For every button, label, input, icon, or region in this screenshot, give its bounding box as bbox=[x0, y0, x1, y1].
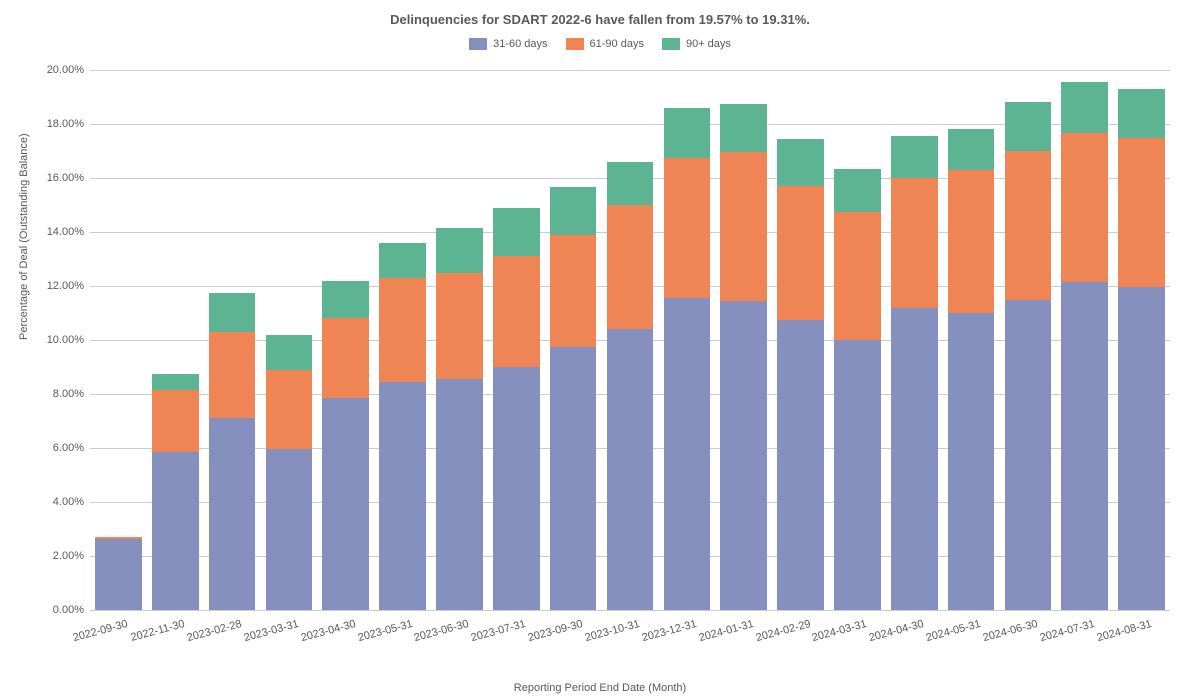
bar-segment bbox=[1005, 102, 1052, 151]
bar-segment bbox=[664, 108, 711, 158]
legend-swatch bbox=[469, 38, 487, 50]
bar-segment bbox=[436, 228, 483, 273]
y-tick-label: 4.00% bbox=[53, 496, 84, 508]
gridline bbox=[90, 610, 1170, 611]
bar-segment bbox=[379, 278, 426, 382]
bar-segment bbox=[1061, 282, 1108, 610]
bar-segment bbox=[1118, 287, 1165, 610]
bar-segment bbox=[493, 367, 540, 610]
bar-segment bbox=[1005, 151, 1052, 300]
y-tick-label: 16.00% bbox=[47, 172, 84, 184]
x-axis-label: Reporting Period End Date (Month) bbox=[0, 682, 1200, 694]
y-tick-label: 0.00% bbox=[53, 604, 84, 616]
plot-area bbox=[90, 70, 1170, 610]
bar-segment bbox=[777, 320, 824, 610]
y-tick-label: 20.00% bbox=[47, 64, 84, 76]
y-tick-label: 12.00% bbox=[47, 280, 84, 292]
bar-segment bbox=[550, 347, 597, 610]
bar-segment bbox=[493, 256, 540, 367]
bar-segment bbox=[1061, 133, 1108, 282]
bar-segment bbox=[948, 313, 995, 610]
bar-segment bbox=[322, 398, 369, 610]
bar-segment bbox=[152, 374, 199, 390]
bar-segment bbox=[607, 329, 654, 610]
y-tick-label: 10.00% bbox=[47, 334, 84, 346]
bar-segment bbox=[209, 418, 256, 610]
bar-segment bbox=[891, 178, 938, 308]
bar-segment bbox=[95, 539, 142, 610]
bar-segment bbox=[322, 318, 369, 398]
bar-segment bbox=[379, 382, 426, 610]
bar-segment bbox=[834, 169, 881, 212]
legend-item: 31-60 days bbox=[469, 38, 547, 50]
y-tick-label: 2.00% bbox=[53, 550, 84, 562]
bar-segment bbox=[720, 152, 767, 301]
bar-segment bbox=[891, 136, 938, 178]
bar-segment bbox=[379, 243, 426, 278]
legend-item: 61-90 days bbox=[566, 38, 644, 50]
chart-title: Delinquencies for SDART 2022-6 have fall… bbox=[0, 12, 1200, 27]
bar-segment bbox=[948, 170, 995, 313]
bar-segment bbox=[436, 273, 483, 380]
chart-legend: 31-60 days 61-90 days 90+ days bbox=[0, 38, 1200, 50]
bar-segment bbox=[607, 162, 654, 205]
bar-segment bbox=[834, 340, 881, 610]
y-tick-label: 8.00% bbox=[53, 388, 84, 400]
bar-segment bbox=[948, 129, 995, 170]
bar-segment bbox=[1061, 82, 1108, 133]
bar-segment bbox=[1005, 300, 1052, 611]
bar-segment bbox=[834, 212, 881, 340]
bar-segment bbox=[436, 379, 483, 610]
y-tick-label: 14.00% bbox=[47, 226, 84, 238]
bars-layer bbox=[90, 70, 1170, 610]
bar-segment bbox=[550, 187, 597, 234]
bar-segment bbox=[1118, 138, 1165, 288]
bar-segment bbox=[1118, 89, 1165, 138]
bar-segment bbox=[550, 235, 597, 347]
bar-segment bbox=[664, 298, 711, 610]
bar-segment bbox=[266, 449, 313, 610]
bar-segment bbox=[209, 293, 256, 332]
bar-segment bbox=[266, 335, 313, 370]
y-axis-label: Percentage of Deal (Outstanding Balance) bbox=[18, 133, 30, 340]
bar-segment bbox=[322, 281, 369, 319]
bar-segment bbox=[152, 452, 199, 610]
bar-segment bbox=[493, 208, 540, 257]
bar-segment bbox=[720, 301, 767, 610]
bar-segment bbox=[607, 205, 654, 329]
bar-segment bbox=[152, 390, 199, 452]
legend-item: 90+ days bbox=[662, 38, 731, 50]
legend-label: 61-90 days bbox=[590, 38, 644, 50]
legend-swatch bbox=[662, 38, 680, 50]
y-tick-label: 6.00% bbox=[53, 442, 84, 454]
bar-segment bbox=[720, 104, 767, 153]
bar-segment bbox=[891, 308, 938, 610]
bar-segment bbox=[777, 186, 824, 320]
legend-label: 31-60 days bbox=[493, 38, 547, 50]
bar-segment bbox=[664, 158, 711, 298]
bar-segment bbox=[266, 370, 313, 450]
bar-segment bbox=[777, 139, 824, 186]
delinquency-chart: Delinquencies for SDART 2022-6 have fall… bbox=[0, 0, 1200, 700]
y-tick-label: 18.00% bbox=[47, 118, 84, 130]
legend-label: 90+ days bbox=[686, 38, 731, 50]
bar-segment bbox=[209, 332, 256, 418]
legend-swatch bbox=[566, 38, 584, 50]
bar-segment bbox=[95, 537, 142, 540]
